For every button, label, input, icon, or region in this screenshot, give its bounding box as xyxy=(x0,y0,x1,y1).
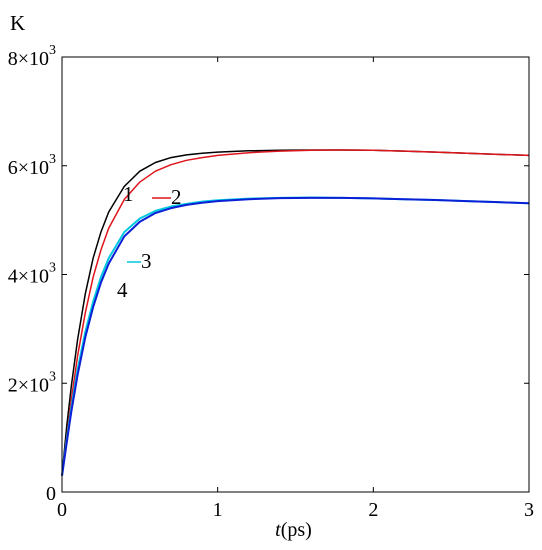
axis-ticks xyxy=(61,56,530,493)
y-tick-label-base: 8×10 xyxy=(8,48,49,70)
y-tick-label-exponent: 3 xyxy=(49,43,56,58)
series-layer xyxy=(61,149,530,476)
y-tick-label: 4×103 xyxy=(8,261,56,288)
x-tick-label: 0 xyxy=(57,499,67,521)
x-axis-label: t(ps) xyxy=(275,519,312,541)
x-tick-label: 1 xyxy=(213,499,223,521)
series-line-4 xyxy=(61,196,530,476)
series-annotation-4: 4 xyxy=(117,278,128,302)
y-tick-label-base: 6×10 xyxy=(8,157,49,179)
x-axis-label-variable: t xyxy=(275,519,281,541)
x-tick-label: 2 xyxy=(368,499,378,521)
y-tick-label-base: 0 xyxy=(46,483,56,505)
series-annotations: 1 2 34 xyxy=(117,182,182,302)
series-annotation-3: 3 xyxy=(141,249,152,273)
y-tick-label-base: 4×10 xyxy=(8,266,49,288)
series-annotation-1: 1 xyxy=(123,182,134,206)
y-tick-label: 2×103 xyxy=(8,369,56,396)
y-tick-label-exponent: 3 xyxy=(49,369,56,384)
series-annotation-2: 2 xyxy=(171,185,182,209)
series-line-2 xyxy=(61,149,530,476)
y-tick-label: 8×103 xyxy=(8,43,56,70)
x-axis-label-unit: (ps) xyxy=(281,519,312,541)
y-tick-label-base: 2×10 xyxy=(8,374,49,396)
y-tick-label: 0 xyxy=(46,483,56,505)
y-tick-label-exponent: 3 xyxy=(49,261,56,276)
y-tick-label-exponent: 3 xyxy=(49,152,56,167)
y-axis-unit-label: K xyxy=(10,11,25,35)
x-tick-label: 3 xyxy=(524,499,534,521)
y-tick-label: 6×103 xyxy=(8,152,56,179)
